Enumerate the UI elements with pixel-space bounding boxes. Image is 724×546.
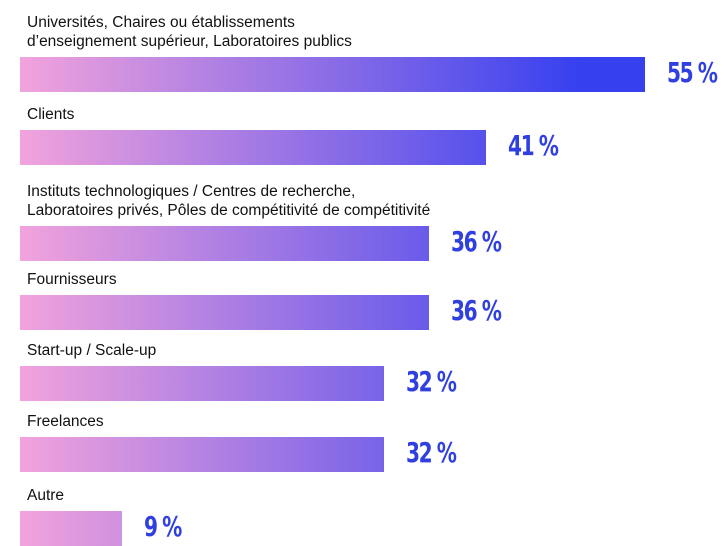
bar	[20, 130, 486, 165]
value-label: 32 %	[405, 436, 457, 469]
bar	[20, 437, 384, 472]
category-label: Clients	[27, 106, 75, 123]
category-label: Start-up / Scale-up	[27, 342, 157, 359]
category-label: Universités, Chaires ou établissements d…	[27, 14, 352, 50]
bar	[20, 295, 430, 330]
value-label: 36 %	[451, 294, 502, 327]
value-label: 9 %	[144, 510, 182, 543]
value-label: 36 %	[451, 225, 502, 258]
category-label: Fournisseurs	[27, 271, 117, 288]
category-label: Instituts technologiques / Centres de re…	[27, 183, 431, 219]
value-label: 41 %	[507, 129, 559, 162]
bar	[20, 366, 384, 401]
value-label: 32 %	[405, 365, 457, 398]
value-label: 55 %	[667, 56, 718, 89]
category-label: Autre	[27, 487, 65, 504]
category-label: Freelances	[27, 413, 104, 430]
bar	[20, 57, 645, 92]
bar	[20, 226, 430, 261]
bar	[20, 511, 123, 546]
